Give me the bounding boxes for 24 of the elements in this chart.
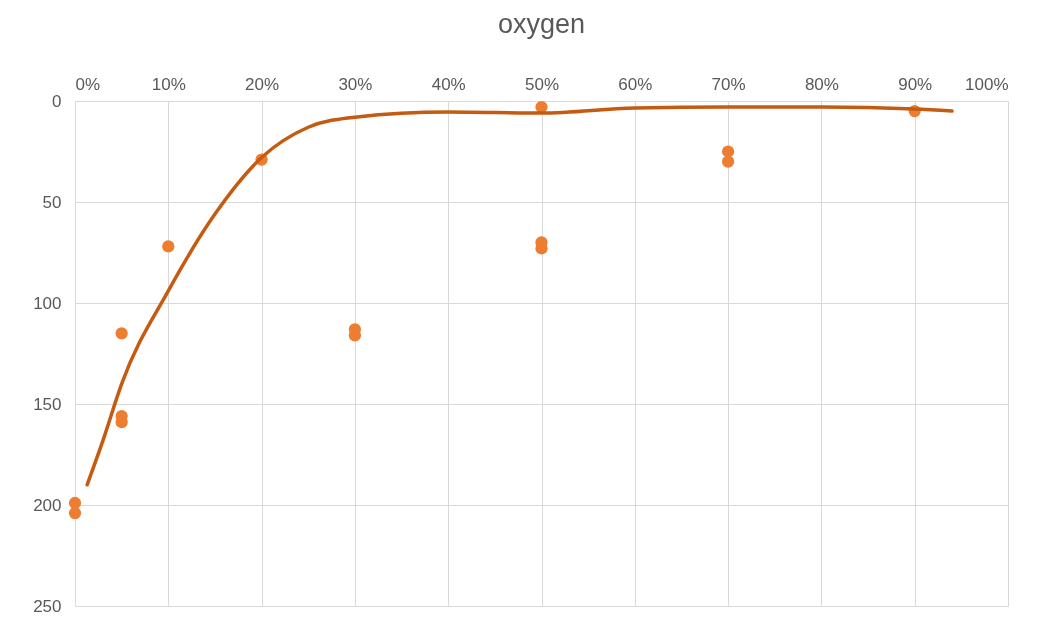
- y-tick-label: 200: [33, 495, 62, 515]
- y-tick-label: 50: [42, 192, 62, 212]
- y-tick-label: 0: [52, 91, 62, 111]
- x-tick-label: 50%: [524, 74, 560, 94]
- x-tick-label: 10%: [151, 74, 186, 94]
- point: [115, 327, 128, 340]
- point: [162, 240, 175, 253]
- y-tick-label: 150: [33, 394, 62, 414]
- x-tick-label: 30%: [338, 74, 373, 94]
- x-tick-label: 90%: [898, 74, 933, 94]
- y-tick-label: 250: [33, 596, 62, 616]
- x-tick-label: 60%: [618, 74, 653, 94]
- chart-title: oxygen: [497, 9, 586, 39]
- point: [721, 155, 735, 168]
- x-tick-label: 100%: [965, 74, 1009, 94]
- x-tick-label: 80%: [804, 74, 839, 94]
- y-tick-label: 100: [33, 293, 62, 313]
- x-tick-label: 20%: [245, 74, 280, 94]
- point: [721, 145, 735, 158]
- x-tick-label: 0%: [75, 74, 101, 94]
- x-tick-label: 70%: [711, 74, 746, 94]
- point: [68, 506, 82, 520]
- x-tick-label: 40%: [431, 74, 466, 94]
- point: [68, 496, 82, 510]
